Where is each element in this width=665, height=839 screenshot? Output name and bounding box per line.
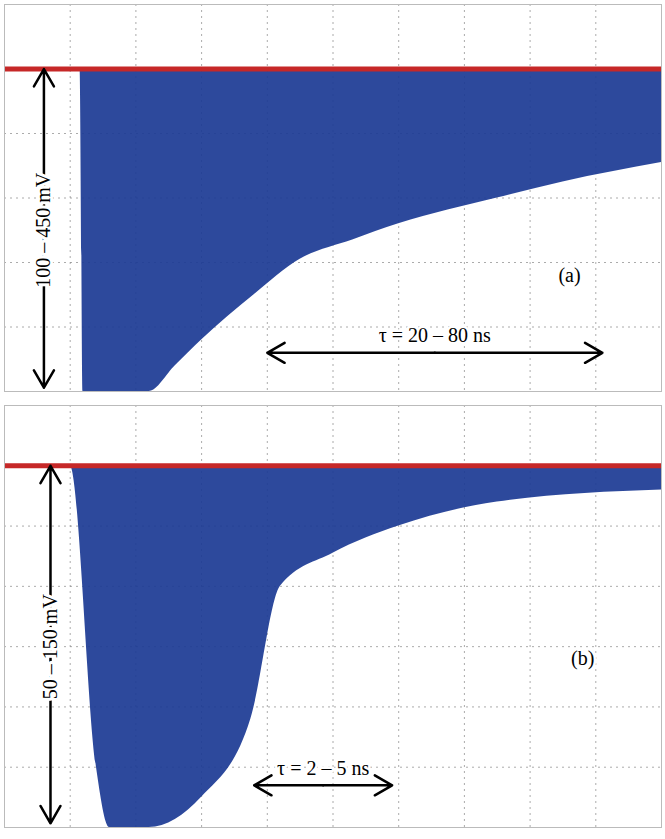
svg-text:(b): (b)	[571, 647, 594, 670]
svg-text:50 – 150 mV: 50 – 150 mV	[39, 594, 61, 700]
svg-text:(a): (a)	[558, 264, 580, 287]
svg-text:τ = 20 – 80 ns: τ = 20 – 80 ns	[379, 324, 491, 346]
svg-text:τ = 2 – 5 ns: τ = 2 – 5 ns	[277, 757, 369, 779]
svg-text:100 – 450 mV: 100 – 450 mV	[32, 172, 54, 288]
